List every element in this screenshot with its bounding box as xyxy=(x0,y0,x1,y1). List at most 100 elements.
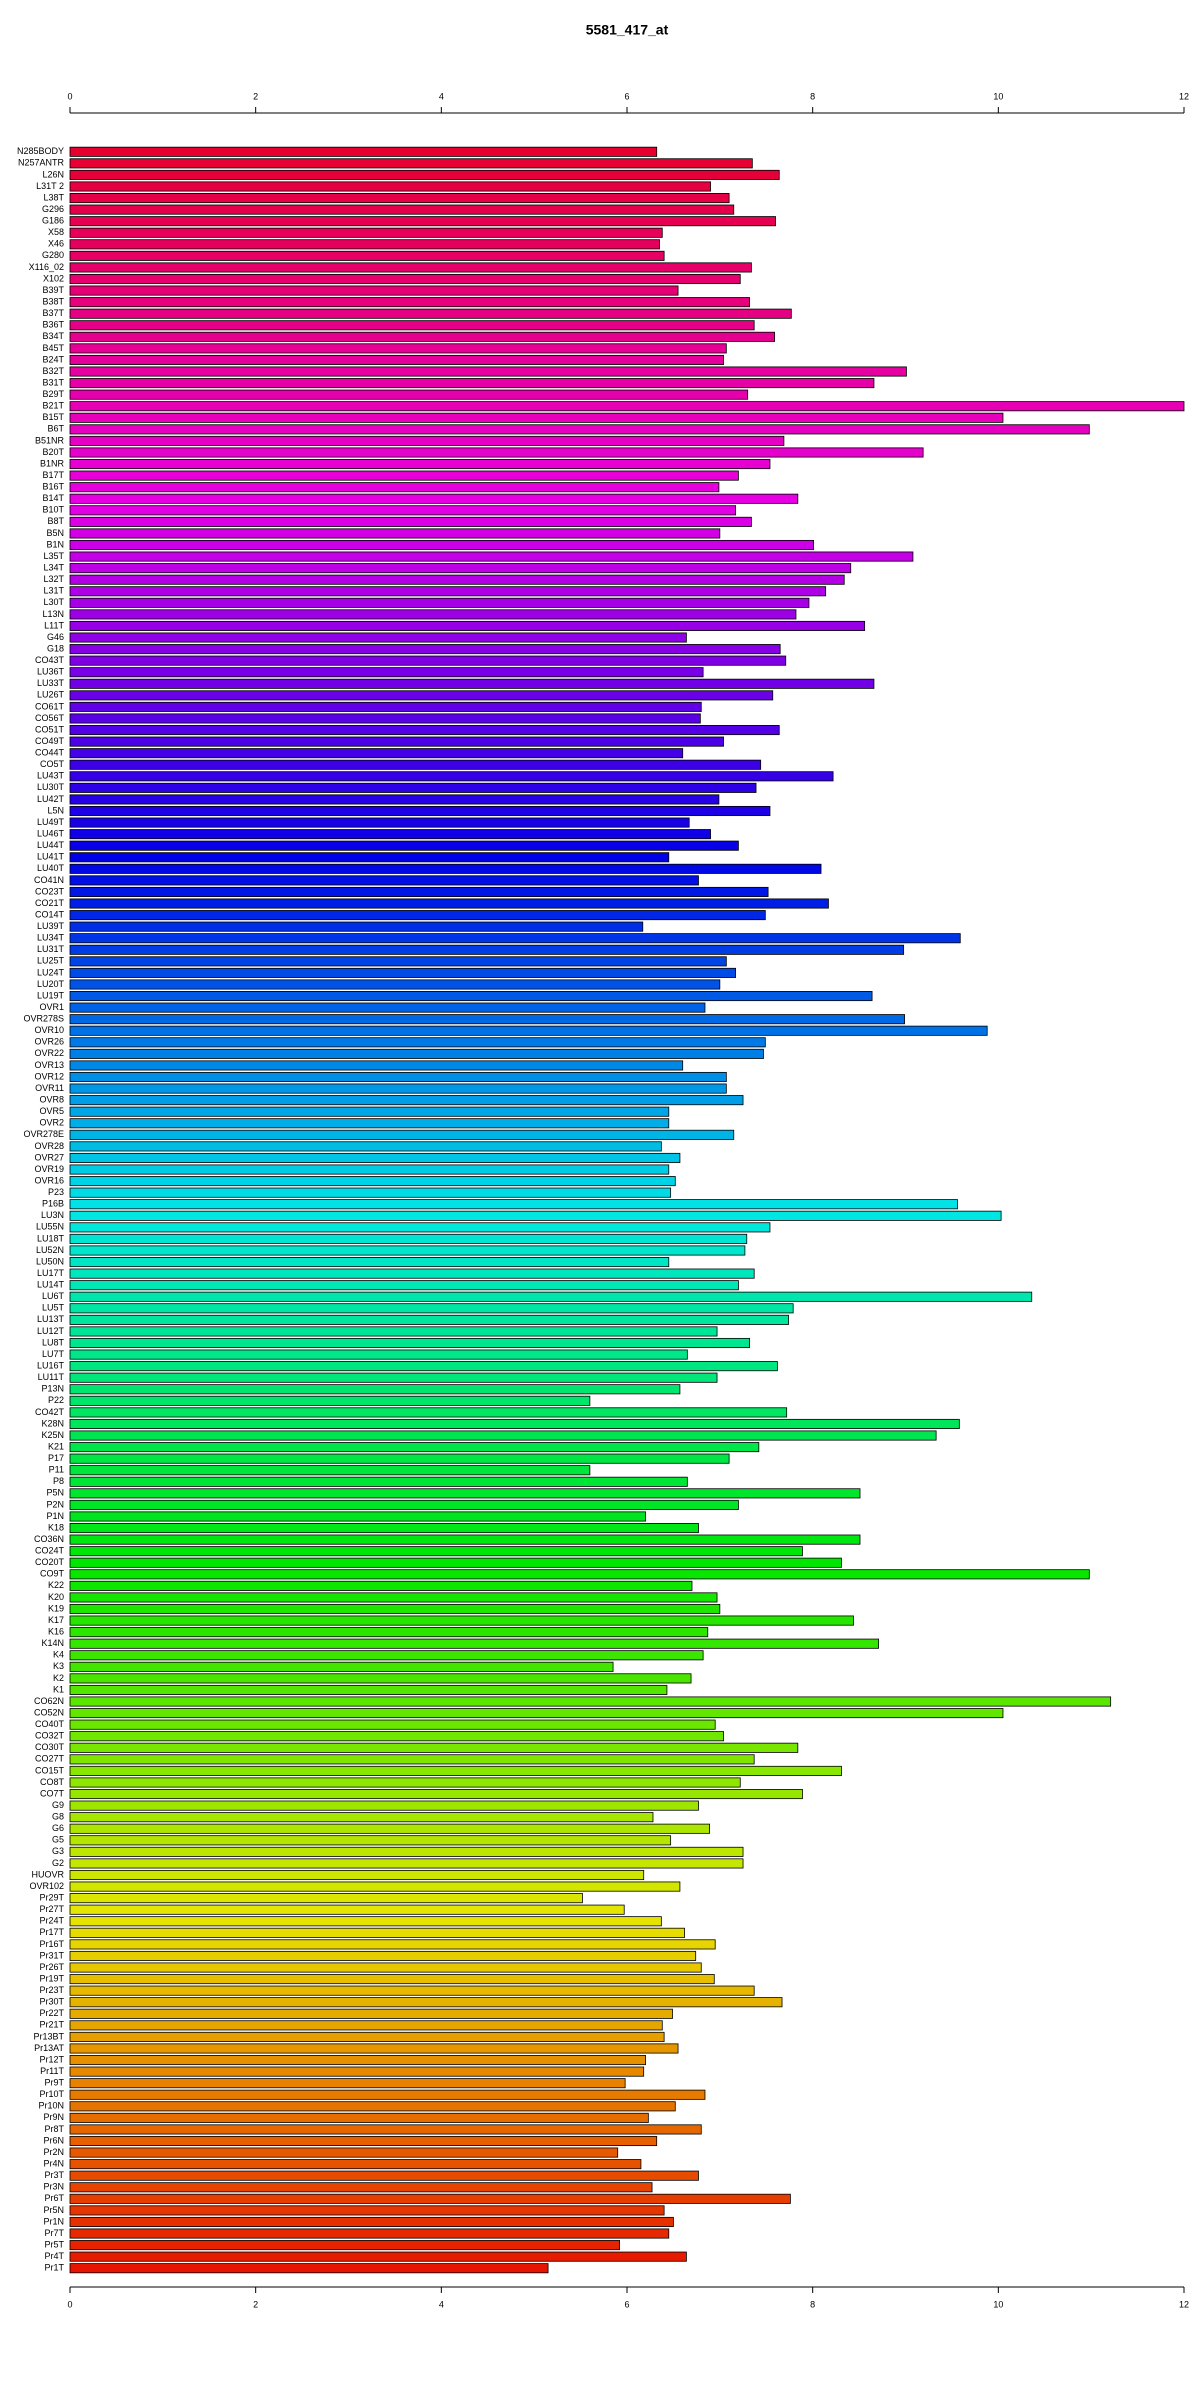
bar xyxy=(69,620,866,631)
y-tick-label: P2N xyxy=(46,1499,64,1509)
bar xyxy=(69,2240,620,2251)
y-tick-label: CO56T xyxy=(35,713,65,723)
y-tick-label: B21T xyxy=(42,401,64,411)
bar xyxy=(69,586,827,597)
y-tick-label: CO5T xyxy=(40,759,65,769)
y-tick-label: LU50N xyxy=(36,1256,64,1266)
y-tick-label: B1N xyxy=(46,539,64,549)
bar xyxy=(69,805,771,817)
y-tick-label: LU14T xyxy=(37,1280,65,1290)
y-tick-label: LU11T xyxy=(38,1372,65,1382)
bar xyxy=(69,1280,739,1291)
bar xyxy=(69,1997,783,2008)
bar xyxy=(69,297,750,308)
y-tick-label: Pr6T xyxy=(44,2193,64,2203)
y-tick-label: K2 xyxy=(53,1673,64,1683)
bar xyxy=(69,875,699,886)
y-tick-label: OVR27 xyxy=(34,1152,64,1162)
y-tick-label: B15T xyxy=(42,412,64,422)
bar xyxy=(69,273,741,285)
x-tick-label: 4 xyxy=(439,91,444,101)
bar xyxy=(69,493,799,504)
y-tick-label: LU18T xyxy=(37,1233,65,1243)
bar xyxy=(69,2124,702,2135)
y-tick-label: OVR11 xyxy=(35,1083,64,1093)
y-tick-label: OVR102 xyxy=(29,1881,64,1891)
bar xyxy=(69,1303,794,1314)
y-tick-label: B32T xyxy=(42,366,64,376)
y-tick-label: LU13T xyxy=(37,1314,65,1324)
bar xyxy=(69,1210,1002,1221)
bar xyxy=(69,1661,614,1672)
x-tick-label: 12 xyxy=(1179,2299,1189,2309)
y-tick-label: B16T xyxy=(42,482,64,492)
bar xyxy=(69,2251,687,2262)
bar xyxy=(69,597,810,608)
bar xyxy=(69,1418,960,1429)
bar xyxy=(69,2089,706,2100)
bar xyxy=(69,193,730,204)
bar xyxy=(69,748,684,759)
bar xyxy=(69,1985,755,1996)
y-tick-label: LU20T xyxy=(37,979,65,989)
bar xyxy=(69,2170,699,2181)
y-tick-label: Pr26T xyxy=(39,1962,64,1972)
y-tick-label: CO20T xyxy=(35,1557,65,1567)
y-tick-label: L32T xyxy=(43,574,64,584)
y-tick-label: CO42T xyxy=(35,1407,65,1417)
bar xyxy=(69,2159,642,2170)
bar xyxy=(69,1488,861,1499)
bar xyxy=(69,158,753,169)
y-tick-label: OVR278E xyxy=(23,1129,64,1139)
bar xyxy=(69,1060,684,1071)
y-tick-label: X46 xyxy=(48,239,64,249)
bar xyxy=(69,2066,645,2077)
y-tick-label: LU40T xyxy=(37,863,65,873)
bar xyxy=(69,1083,727,1094)
y-tick-label: K14N xyxy=(41,1638,64,1648)
bar xyxy=(69,1835,672,1846)
x-tick-label: 10 xyxy=(993,2299,1003,2309)
y-tick-label: P16B xyxy=(42,1199,64,1209)
bar xyxy=(69,169,780,180)
y-tick-label: N257ANTR xyxy=(18,158,65,168)
bar xyxy=(69,829,711,840)
y-tick-label: OVR26 xyxy=(34,1037,64,1047)
y-tick-label: CO15T xyxy=(35,1765,65,1775)
y-tick-label: B1NR xyxy=(40,458,65,468)
bar xyxy=(69,2043,679,2054)
bar xyxy=(69,1534,861,1545)
y-tick-label: LU31T xyxy=(37,944,65,954)
bar xyxy=(69,1372,718,1383)
y-tick-label: Pr11T xyxy=(40,2066,64,2076)
y-tick-label: K18 xyxy=(48,1522,64,1532)
bar xyxy=(69,1627,709,1638)
bar xyxy=(69,1257,670,1268)
y-tick-label: CO24T xyxy=(35,1546,65,1556)
y-tick-label: B29T xyxy=(42,389,64,399)
bar xyxy=(69,1037,766,1048)
bar xyxy=(69,412,1004,423)
bar xyxy=(69,1592,718,1603)
bar xyxy=(69,1141,662,1152)
y-tick-label: Pr9T xyxy=(44,2078,64,2088)
bar xyxy=(69,551,914,562)
y-tick-label: Pr30T xyxy=(39,1997,64,2007)
y-tick-label: K28N xyxy=(41,1418,64,1428)
bar xyxy=(69,1152,681,1163)
bar xyxy=(69,1384,681,1395)
y-tick-label: CO21T xyxy=(35,898,65,908)
y-tick-label: Pr3N xyxy=(43,2182,64,2192)
y-tick-label: LU12T xyxy=(37,1326,65,1336)
bar xyxy=(69,2101,676,2112)
y-tick-label: P11 xyxy=(49,1465,64,1475)
y-tick-label: P13N xyxy=(41,1384,64,1394)
y-tick-label: B8T xyxy=(47,516,64,526)
x-tick-label: 6 xyxy=(624,2299,629,2309)
bar xyxy=(69,1361,778,1372)
y-tick-label: B39T xyxy=(42,285,64,295)
bar xyxy=(69,262,752,273)
y-tick-label: Pr1T xyxy=(44,2263,64,2273)
bar xyxy=(69,227,663,238)
bar xyxy=(69,1465,591,1476)
